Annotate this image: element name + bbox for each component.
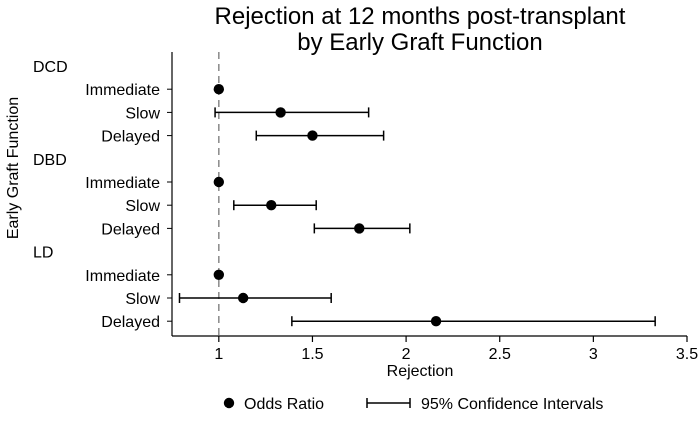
x-tick-label: 1 xyxy=(214,346,223,363)
odds-ratio-point xyxy=(307,130,318,141)
row-label: Immediate xyxy=(85,268,160,285)
row-label: Immediate xyxy=(85,175,160,192)
odds-ratio-point xyxy=(213,269,225,280)
legend-ci-label: 95% Confidence Intervals xyxy=(421,396,603,413)
group-label: DCD xyxy=(33,59,68,76)
row-label: Delayed xyxy=(101,221,160,238)
group-label: DBD xyxy=(33,152,67,169)
x-tick-label: 1.5 xyxy=(301,346,323,363)
x-tick-label: 2.5 xyxy=(489,346,511,363)
x-axis-label: Rejection xyxy=(387,363,454,380)
x-tick-label: 3.5 xyxy=(676,346,698,363)
plot-area: 1 1.5 2 2.5 3 3.5 DCD Immediate Slow Delayed DBD Im… xyxy=(33,52,698,363)
x-tick-label: 2 xyxy=(402,346,411,363)
odds-ratio-point xyxy=(354,223,365,234)
legend-odds-ratio-marker xyxy=(223,397,235,409)
row-label: Slow xyxy=(125,198,160,215)
row-label: Slow xyxy=(125,291,160,308)
y-axis-label: Early Graft Function xyxy=(5,97,22,239)
row-label: Slow xyxy=(125,105,160,122)
row-label: Delayed xyxy=(101,129,160,146)
row-label: Immediate xyxy=(85,82,160,99)
odds-ratio-point xyxy=(266,200,277,211)
row-label: Delayed xyxy=(101,314,160,331)
group-label: LD xyxy=(33,245,53,262)
odds-ratio-point xyxy=(275,107,286,118)
x-tick-label: 3 xyxy=(589,346,598,363)
chart-title: Rejection at 12 months post-transplant xyxy=(215,3,626,30)
chart-subtitle: by Early Graft Function xyxy=(297,29,542,56)
legend: Odds Ratio 95% Confidence Intervals xyxy=(223,396,603,413)
odds-ratio-point xyxy=(237,292,249,304)
odds-ratio-point xyxy=(213,84,225,95)
legend-odds-ratio-label: Odds Ratio xyxy=(244,396,324,413)
odds-ratio-point xyxy=(430,316,442,327)
odds-ratio-point xyxy=(213,176,225,188)
